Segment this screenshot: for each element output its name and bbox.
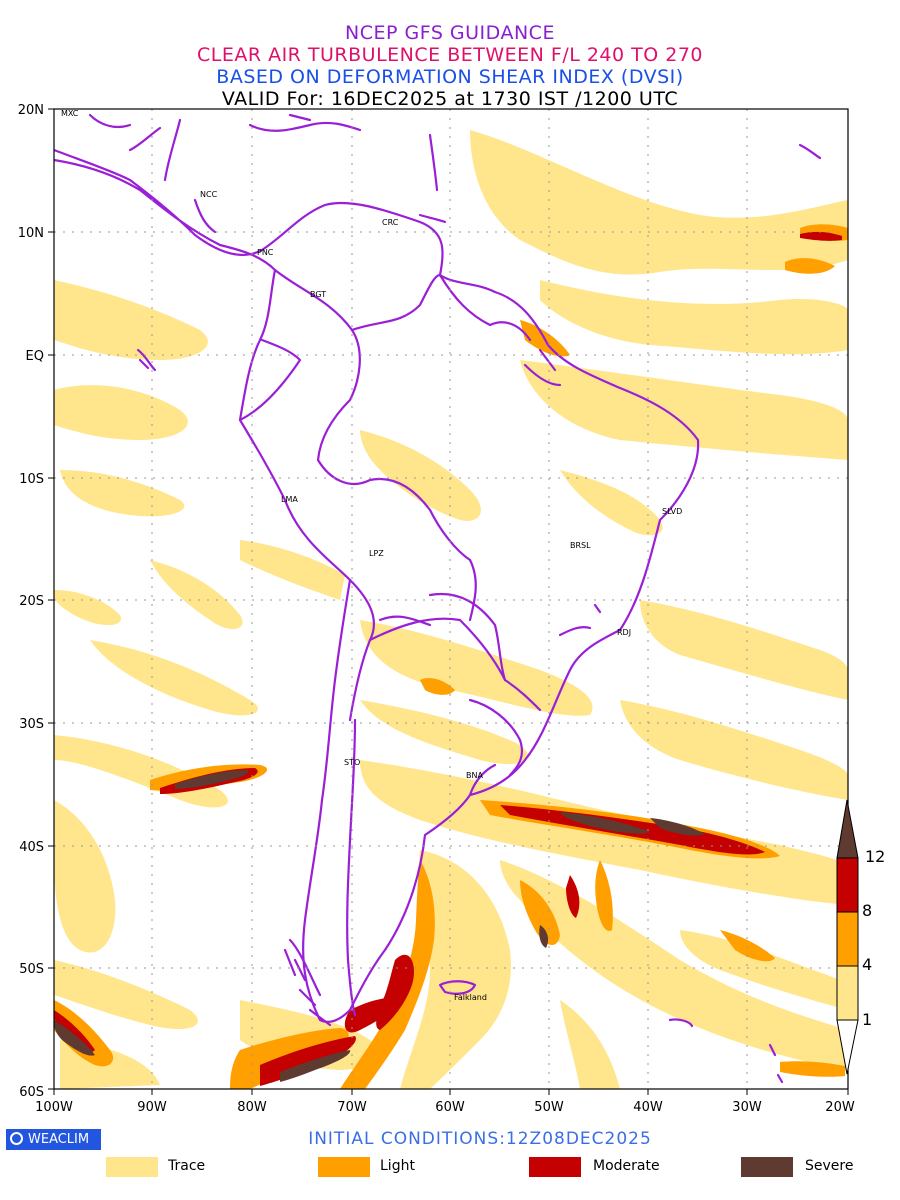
weaclim-logo: WEACLIM	[6, 1129, 101, 1150]
lat-label: 20S	[19, 594, 44, 609]
valid-time-line: VALID For: 16DEC2025 at 1730 IST /1200 U…	[221, 88, 679, 110]
lon-label: 40W	[633, 1100, 663, 1115]
lon-label: 60W	[435, 1100, 465, 1115]
lon-label: 70W	[337, 1100, 367, 1115]
weaclim-logo-icon	[10, 1132, 23, 1145]
legend-label-trace: Trace	[168, 1158, 206, 1174]
lon-label: 80W	[237, 1100, 267, 1115]
colorbar	[836, 799, 859, 1075]
lon-label: 100W	[35, 1100, 73, 1115]
city-lpz: LPZ	[369, 549, 384, 558]
trace-patches	[54, 130, 848, 1089]
legend-swatch-severe	[741, 1157, 793, 1177]
legend-label-severe: Severe	[805, 1158, 854, 1174]
lat-label: 50S	[19, 962, 44, 977]
lon-label: 90W	[137, 1100, 167, 1115]
city-sto: STO	[344, 758, 360, 767]
map-frame	[53, 108, 849, 1090]
title-line-2: CLEAR AIR TURBULENCE BETWEEN F/L 240 TO …	[196, 44, 704, 66]
colorbar-tick-12: 12	[865, 847, 886, 866]
graticule	[54, 109, 848, 1089]
lon-label: 50W	[534, 1100, 564, 1115]
legend-swatch-moderate	[529, 1157, 581, 1177]
latitude-labels: 20N 10N EQ 10S 20S 30S 40S 50S 60S	[18, 103, 44, 1100]
colorbar-tick-1: 1	[862, 1010, 873, 1029]
lon-label: 30W	[732, 1100, 762, 1115]
severe-patches	[54, 770, 705, 1082]
legend-swatch-trace	[106, 1157, 158, 1177]
legend-label-moderate: Moderate	[593, 1158, 660, 1174]
map-area: MXC NCC CRC PNC BGT LMA LPZ BRSL SLVD RD…	[54, 109, 848, 1089]
legend-swatch-light	[318, 1157, 370, 1177]
colorbar-moderate	[836, 857, 859, 913]
lat-label: 20N	[18, 103, 44, 118]
lat-label: EQ	[26, 349, 44, 364]
longitude-labels: 100W 90W 80W 70W 60W 50W 40W 30W 20W	[35, 1100, 855, 1115]
city-slvd: SLVD	[662, 507, 682, 516]
colorbar-trace	[836, 965, 859, 1021]
city-lma: LMA	[281, 495, 298, 504]
city-crc: CRC	[382, 218, 399, 227]
city-bgt: BGT	[310, 290, 326, 299]
city-ncc: NCC	[200, 190, 218, 199]
brand-label: WEACLIM	[28, 1132, 90, 1147]
lon-label: 20W	[825, 1100, 855, 1115]
colorbar-light	[836, 911, 859, 967]
city-mxc: MXC	[61, 109, 79, 118]
colorbar-tick-4: 4	[862, 955, 873, 974]
lat-label: 10S	[19, 472, 44, 487]
city-rdj: RDJ	[617, 628, 631, 637]
colorbar-none	[836, 1019, 859, 1075]
country-borders	[54, 113, 822, 1084]
city-falkland: Falkland	[454, 993, 487, 1002]
city-pnc: PNC	[257, 248, 274, 257]
colorbar-severe	[836, 799, 859, 859]
lat-label: 30S	[19, 717, 44, 732]
axis-ticks	[48, 108, 849, 1095]
colorbar-tick-8: 8	[862, 901, 873, 920]
legend-label-light: Light	[380, 1158, 415, 1174]
lat-label: 10N	[18, 226, 44, 241]
city-bna: BNA	[466, 771, 483, 780]
lat-label: 60S	[19, 1085, 44, 1100]
city-brsl: BRSL	[570, 541, 591, 550]
initial-conditions: INITIAL CONDITIONS:12Z08DEC2025	[308, 1129, 652, 1149]
lat-label: 40S	[19, 840, 44, 855]
city-labels: MXC NCC CRC PNC BGT LMA LPZ BRSL SLVD RD…	[61, 109, 682, 1002]
title-line-1: NCEP GFS GUIDANCE	[345, 22, 555, 44]
title-line-3: BASED ON DEFORMATION SHEAR INDEX (DVSI)	[216, 66, 684, 88]
